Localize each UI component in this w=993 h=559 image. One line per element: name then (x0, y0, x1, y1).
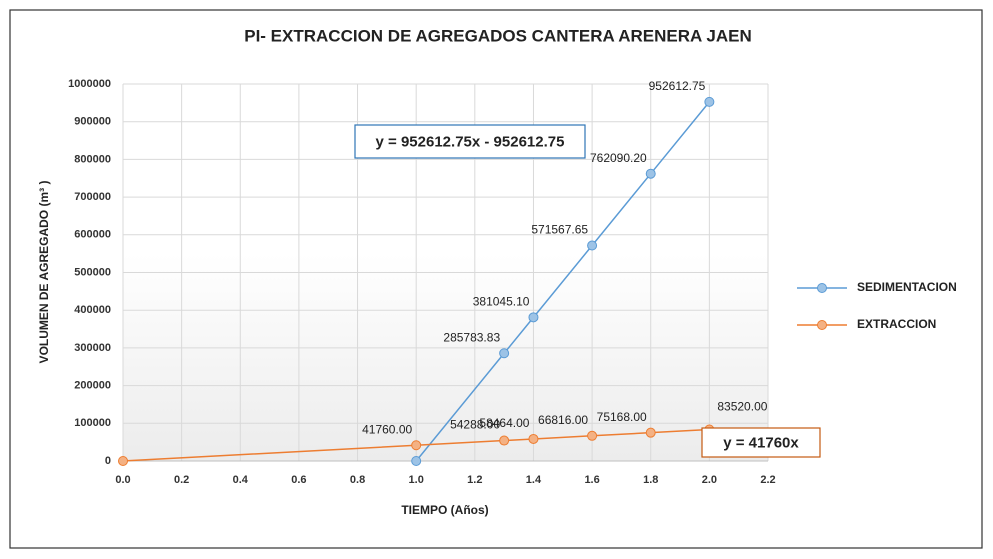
data-label: 83520.00 (717, 400, 767, 414)
y-tick-label: 800000 (74, 153, 111, 165)
data-point (411, 440, 422, 451)
data-point (587, 240, 598, 251)
data-label: 952612.75 (649, 79, 706, 93)
series-line (415, 101, 710, 462)
x-tick-label: 1.6 (584, 474, 599, 486)
y-tick-label: 500000 (74, 266, 111, 278)
data-point (645, 168, 656, 179)
y-tick-label: 300000 (74, 342, 111, 354)
y-tick-label: 400000 (74, 304, 111, 316)
equation: y = 41760x (723, 434, 799, 451)
data-point (499, 435, 510, 446)
data-label: 41760.00 (362, 422, 412, 436)
y-tick-label: 900000 (74, 116, 111, 128)
legend-label: SEDIMENTACION (857, 280, 957, 294)
equation: y = 952612.75x - 952612.75 (376, 133, 565, 150)
y-tick-label: 1000000 (68, 78, 111, 90)
x-tick-label: 0.8 (350, 474, 365, 486)
data-label: 762090.20 (590, 151, 647, 165)
data-point (528, 433, 539, 444)
y-tick-label: 700000 (74, 191, 111, 203)
legend-label: EXTRACCION (857, 317, 936, 331)
legend-marker (817, 320, 827, 330)
x-tick-label: 1.8 (643, 474, 658, 486)
x-tick-label: 0.6 (291, 474, 306, 486)
y-tick-label: 200000 (74, 380, 111, 392)
data-point (704, 96, 715, 107)
data-point (587, 430, 598, 441)
data-point (118, 456, 128, 466)
x-tick-label: 1.0 (409, 474, 424, 486)
data-point (528, 312, 539, 323)
x-tick-label: 1.4 (526, 474, 542, 486)
data-label: 75168.00 (597, 410, 647, 424)
chart-title: PI- EXTRACCION DE AGREGADOS CANTERA AREN… (244, 26, 752, 45)
x-tick-label: 2.0 (702, 474, 717, 486)
y-axis-title: VOLUMEN DE AGREGADO (m³ ) (37, 181, 51, 364)
data-label: 58464.00 (479, 416, 529, 430)
data-label: 54288.00 (450, 418, 500, 432)
data-label: 66816.00 (538, 413, 588, 427)
x-tick-label: 1.2 (467, 474, 482, 486)
data-label: 571567.65 (531, 223, 588, 237)
legend-marker (817, 283, 827, 293)
y-tick-label: 0 (105, 455, 111, 467)
data-point (411, 456, 422, 466)
data-label: 381045.10 (473, 295, 530, 309)
data-point (645, 427, 656, 438)
y-tick-label: 100000 (74, 417, 111, 429)
x-tick-label: 0.0 (115, 474, 130, 486)
x-tick-label: 0.4 (233, 474, 249, 486)
x-tick-label: 0.2 (174, 474, 189, 486)
equation-box (701, 427, 821, 458)
x-tick-label: 2.2 (760, 474, 775, 486)
equation-box (354, 124, 586, 159)
data-label: 285783.83 (443, 330, 500, 344)
data-point (499, 348, 510, 359)
y-tick-label: 600000 (74, 229, 111, 241)
x-axis-title: TIEMPO (Años) (401, 503, 488, 517)
